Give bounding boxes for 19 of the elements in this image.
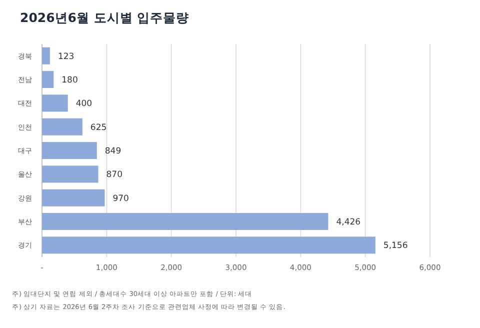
chart-title: 2026년6월 도시별 입주물량 [20, 10, 190, 25]
data-label: 123 [58, 52, 74, 62]
bar [42, 142, 97, 160]
data-label: 400 [76, 99, 92, 110]
data-label: 5,156 [383, 241, 408, 252]
data-label: 4,426 [336, 218, 361, 228]
data-label: 970 [112, 194, 129, 204]
bar [42, 236, 376, 254]
data-label: 180 [62, 76, 78, 86]
bar [42, 94, 68, 112]
bar [42, 166, 98, 183]
bar [42, 70, 54, 88]
data-label: 625 [90, 122, 107, 133]
bar [42, 118, 82, 136]
bar [42, 189, 105, 206]
data-label: 849 [104, 146, 122, 156]
data-label: 870 [106, 170, 122, 180]
bar [42, 212, 328, 230]
bar [42, 47, 50, 64]
